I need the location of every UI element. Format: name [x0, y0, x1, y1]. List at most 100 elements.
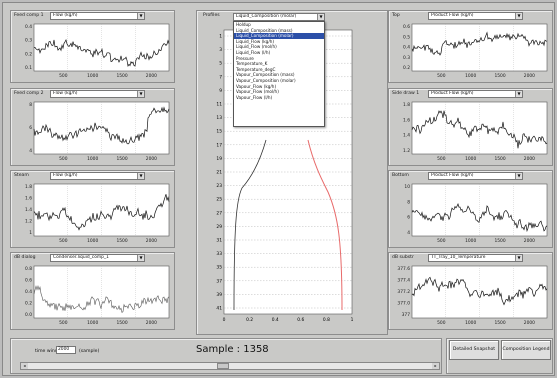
right-panel-0 — [388, 10, 553, 83]
time-window-unit: (sample) — [79, 349, 100, 354]
profile-x-tick-label: 0.6 — [297, 317, 304, 323]
dropdown-option[interactable]: Vapour_Flow (l/h) — [236, 94, 273, 100]
chevron-down-icon[interactable]: ▼ — [515, 91, 522, 97]
y-tick-label: 0.1 — [25, 65, 32, 71]
dropdown-option[interactable]: Vapour_Composition (mass) — [236, 72, 295, 78]
right-panel-3 — [388, 252, 553, 330]
right-panel-0-select-value: Product Flow (kg/h) — [431, 13, 474, 18]
chevron-down-icon[interactable]: ▼ — [317, 14, 324, 20]
right-panel-0-select[interactable]: Product Flow (kg/h) ▼ — [428, 12, 523, 20]
tray-label: 27 — [216, 210, 222, 216]
x-tick-label: 1500 — [116, 320, 127, 326]
scrollbar-thumb[interactable] — [217, 363, 229, 369]
x-tick-label: 500 — [437, 156, 446, 162]
chevron-down-icon[interactable]: ▼ — [137, 13, 144, 19]
left-panel-2 — [10, 170, 175, 248]
left-panel-2-select[interactable]: Flow (kg/h) ▼ — [50, 172, 145, 180]
time-window-input[interactable]: 2000 — [56, 346, 76, 354]
tray-label: 29 — [216, 224, 222, 230]
left-panel-1-select[interactable]: Flow (kg/h) ▼ — [50, 90, 145, 98]
left-panel-1-chart: 8 6 4 500 1000 1500 2000 — [29, 101, 170, 162]
tray-label: 9 — [219, 88, 222, 94]
tray-label: 17 — [216, 142, 222, 148]
dropdown-option[interactable]: Liquid_Flow (kg/h) — [236, 38, 275, 44]
buttons-panel — [446, 338, 553, 374]
signal-trace — [411, 203, 548, 233]
signal-trace — [33, 106, 170, 145]
right-panel-3-select[interactable]: TT_Tray_10_Temperature ▼ — [428, 254, 523, 262]
chevron-down-icon[interactable]: ▼ — [137, 91, 144, 97]
composition-legend-button[interactable]: Composition Legend — [501, 340, 551, 360]
x-tick-label: 2000 — [524, 156, 535, 162]
y-tick-label: 4 — [407, 230, 410, 236]
signal-trace — [411, 31, 548, 56]
x-tick-label: 500 — [437, 73, 446, 79]
right-panel-3-select-value: TT_Tray_10_Temperature — [431, 255, 486, 260]
y-tick-label: 377.6 — [397, 266, 410, 272]
dropdown-option[interactable]: Temperature_degC — [236, 66, 276, 72]
right-panel-0-title: Top — [392, 13, 400, 18]
right-panel-1-select[interactable]: Product Flow (kg/h) ▼ — [428, 90, 523, 98]
sample-counter: Sample : 1358 — [196, 344, 269, 355]
dropdown-option[interactable]: Vapour_Composition (molar) — [236, 77, 296, 83]
left-panel-3-select[interactable]: Condenser.liquid_comp_1 ▼ — [50, 254, 145, 262]
dropdown-option[interactable]: Temperature_K — [236, 61, 268, 67]
scroll-right-arrow-icon[interactable]: ▸ — [432, 363, 439, 369]
tray-label: 3 — [219, 47, 222, 53]
tray-label: 11 — [216, 102, 222, 108]
profile-x-tick-label: 0.4 — [272, 317, 279, 323]
left-panel-0 — [10, 10, 175, 83]
dropdown-option[interactable]: Liquid_Flow (l/h) — [236, 49, 271, 55]
chevron-down-icon[interactable]: ▼ — [137, 173, 144, 179]
signal-trace — [33, 194, 170, 231]
left-panel-1 — [10, 88, 175, 166]
left-panel-3-chart: 0.8 0.6 0.4 0.2 0.0 500 1000 1500 2000 — [25, 265, 170, 326]
y-tick-label: 0.2 — [25, 301, 32, 307]
profile-variable-select-value: Liquid_Composition (molar) — [236, 14, 297, 19]
time-window-label: time window — [35, 349, 65, 354]
x-tick-label: 500 — [59, 238, 68, 244]
right-panel-2-select[interactable]: Product Flow (kg/h) ▼ — [428, 172, 523, 180]
x-tick-label: 2000 — [146, 320, 157, 326]
profile-variable-dropdown-list[interactable]: Holdup Liquid_Composition (mass) Liquid_Co… — [233, 21, 325, 127]
left-panel-0-select-value: Flow (kg/h) — [53, 13, 78, 18]
tray-label: 19 — [216, 156, 222, 162]
sample-scrollbar[interactable]: ◂ ▸ — [20, 362, 440, 370]
y-tick-label: 377.2 — [397, 289, 410, 295]
plot-area — [33, 23, 170, 72]
tray-label: 35 — [216, 265, 222, 271]
tray-label: 21 — [216, 170, 222, 176]
right-panel-2-select-value: Product Flow (kg/h) — [431, 173, 474, 178]
dropdown-option[interactable]: Liquid_Composition (molar) — [234, 33, 324, 39]
dropdown-option[interactable]: Vapour_Flow (mol/h) — [236, 89, 279, 95]
profile-variable-select[interactable]: Liquid_Composition (molar) ▼ — [233, 13, 325, 21]
chevron-down-icon[interactable]: ▼ — [137, 255, 144, 261]
x-tick-label: 1500 — [116, 238, 127, 244]
dropdown-option[interactable]: Liquid_Flow (mol/h) — [236, 44, 277, 50]
left-panel-0-select[interactable]: Flow (kg/h) ▼ — [50, 12, 145, 20]
right-panel-1 — [388, 88, 553, 166]
x-tick-label: 500 — [437, 238, 446, 244]
left-panel-2-title: Steam — [14, 173, 29, 178]
profile-curve-black — [233, 139, 267, 311]
tray-label: 39 — [216, 292, 222, 298]
dropdown-option[interactable]: Pressure — [236, 55, 254, 61]
y-tick-label: 4 — [29, 148, 32, 154]
detailed-snapshot-button[interactable]: Detailed Snapshot — [449, 340, 499, 360]
chevron-down-icon[interactable]: ▼ — [515, 255, 522, 261]
tray-label: 23 — [216, 183, 222, 189]
chevron-down-icon[interactable]: ▼ — [515, 13, 522, 19]
y-tick-label: 1 — [29, 230, 32, 236]
y-tick-label: 377 — [402, 312, 411, 318]
signal-trace — [411, 110, 548, 149]
x-tick-label: 2000 — [524, 238, 535, 244]
chevron-down-icon[interactable]: ▼ — [515, 173, 522, 179]
dropdown-option[interactable]: Vapour_Flow (kg/h) — [236, 83, 277, 89]
y-tick-label: 0.3 — [25, 38, 32, 44]
dropdown-option[interactable]: Liquid_Composition (mass) — [236, 27, 293, 33]
tray-label: 31 — [216, 238, 222, 244]
scroll-left-arrow-icon[interactable]: ◂ — [21, 363, 28, 369]
left-panel-3 — [10, 252, 175, 330]
left-panel-1-select-value: Flow (kg/h) — [53, 91, 78, 96]
dropdown-option[interactable]: Holdup — [236, 22, 251, 27]
